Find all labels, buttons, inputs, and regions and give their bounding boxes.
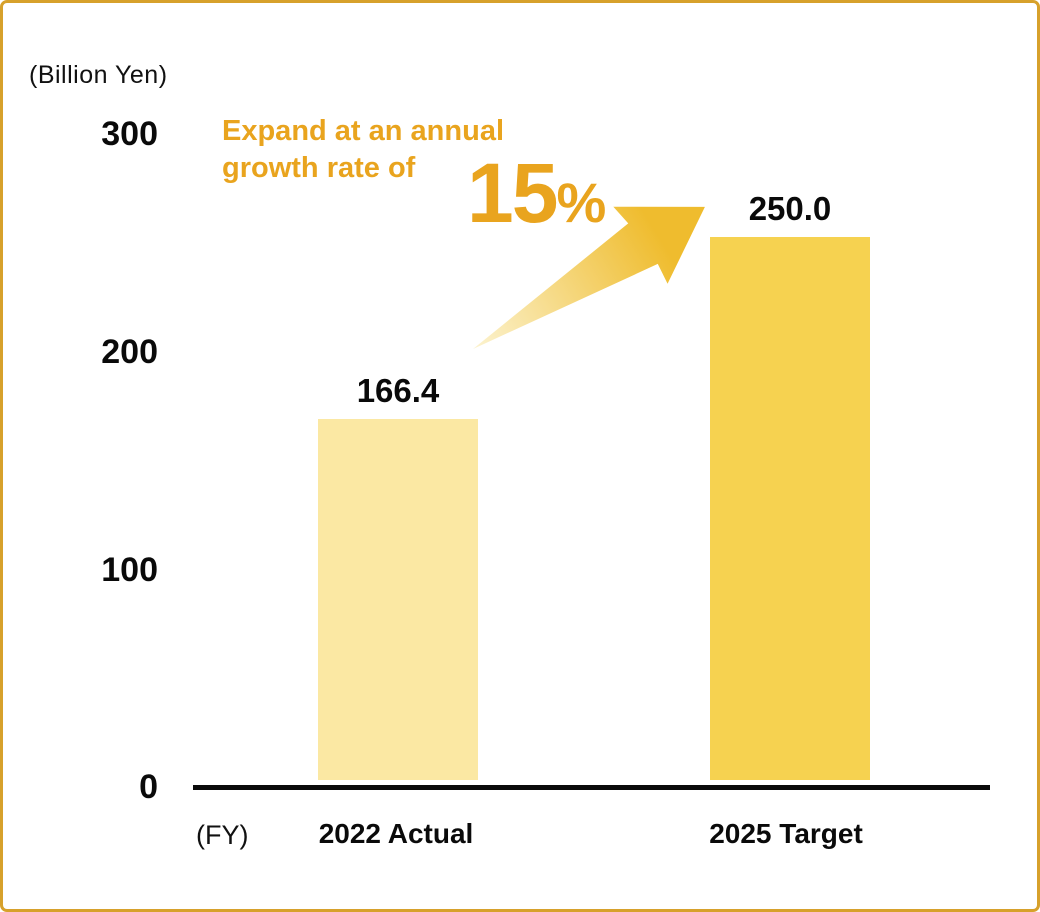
growth-arrow-icon [473, 206, 705, 349]
bar-group-2025: 250.0 [710, 192, 870, 780]
bar-2025-target [710, 237, 870, 780]
bar-2022-actual [318, 419, 478, 780]
growth-annotation: Expand at an annual growth rate of [222, 113, 504, 187]
y-tick-200: 200 [101, 333, 158, 371]
bar-value-2025: 250.0 [748, 190, 832, 227]
x-axis-line [193, 785, 990, 790]
y-tick-300: 300 [101, 115, 158, 153]
x-category-2025-target: 2025 Target [709, 818, 863, 849]
y-tick-0: 0 [139, 768, 158, 806]
growth-rate-value: 15% [467, 151, 606, 235]
growth-annotation-line1: Expand at an annual [222, 115, 504, 147]
percent-sign: % [556, 171, 607, 234]
growth-annotation-line2: growth rate of [222, 152, 416, 184]
bar-group-2022: 166.4 [318, 374, 478, 780]
y-axis-unit-label: (Billion Yen) [29, 61, 168, 89]
bar-value-2022: 166.4 [356, 372, 440, 409]
growth-rate-number: 15 [467, 146, 558, 240]
x-category-2022-actual: 2022 Actual [318, 818, 474, 849]
y-tick-100: 100 [101, 551, 158, 589]
x-axis-fy-label: (FY) [196, 820, 249, 850]
